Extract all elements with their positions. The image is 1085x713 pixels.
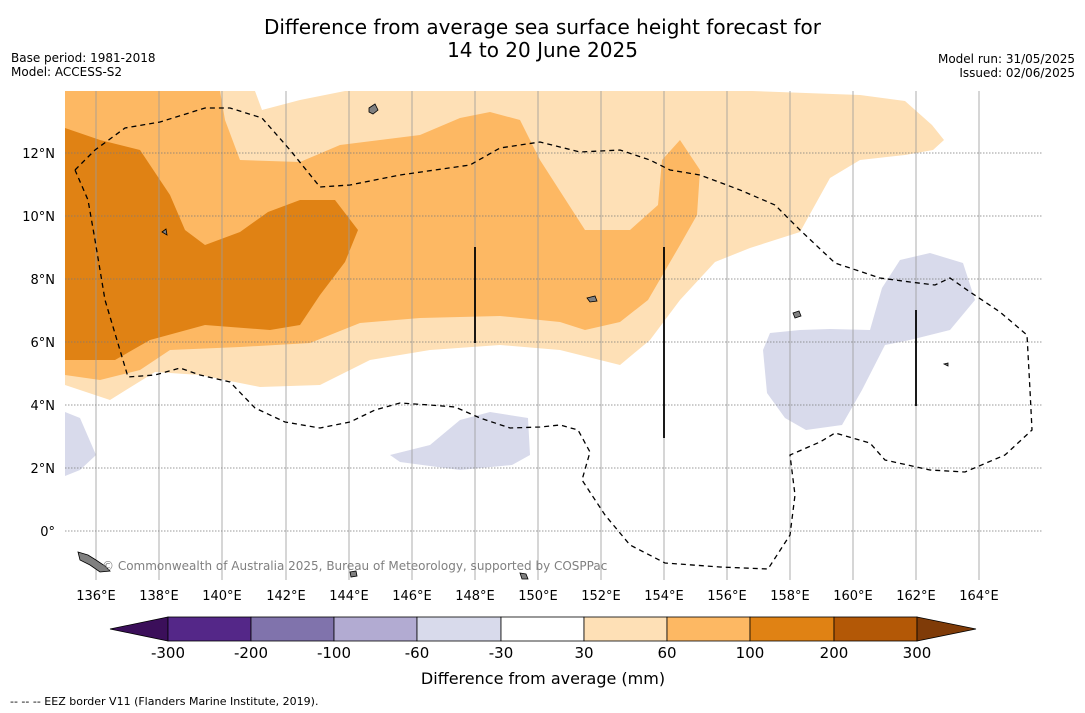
map-title-line2: 14 to 20 June 2025 — [447, 38, 638, 62]
colorbar-tick-label: -300 — [151, 644, 185, 662]
map-title-line1: Difference from average sea surface heig… — [263, 15, 822, 39]
lon-label: 136°E — [76, 589, 116, 604]
colorbar-tick-label: -60 — [405, 644, 430, 662]
model-run: Model run: 31/05/2025 — [937, 52, 1075, 66]
colorbar-tick-label: -30 — [489, 644, 514, 662]
lat-label: 4°N — [31, 399, 56, 414]
lon-label: 150°E — [518, 589, 558, 604]
colorbar: -300 -200 -100 -60 -30 30 60 100 200 300… — [109, 616, 977, 688]
model-name: Model: ACCESS-S2 — [11, 65, 123, 79]
lon-label: 138°E — [139, 589, 179, 604]
colorbar-title: Difference from average (mm) — [421, 669, 665, 688]
lon-label: 142°E — [266, 589, 306, 604]
lon-label: 158°E — [770, 589, 810, 604]
lon-label: 164°E — [959, 589, 999, 604]
lon-label: 146°E — [392, 589, 432, 604]
colorbar-segment — [167, 616, 252, 642]
colorbar-segment — [666, 616, 751, 642]
colorbar-segment — [333, 616, 418, 642]
lon-label: 152°E — [581, 589, 621, 604]
lon-label: 148°E — [455, 589, 495, 604]
colorbar-tick-label: 100 — [736, 644, 765, 662]
issued-date: Issued: 02/06/2025 — [959, 66, 1075, 80]
colorbar-segment — [833, 616, 918, 642]
anomaly-neg30-neg60-region-east — [763, 253, 975, 430]
lat-label: 6°N — [31, 336, 56, 351]
colorbar-tick-label: 30 — [574, 644, 593, 662]
colorbar-segment — [250, 616, 335, 642]
lon-label: 162°E — [896, 589, 936, 604]
copyright-notice: © Commonwealth of Australia 2025, Bureau… — [102, 559, 607, 573]
lon-label: 156°E — [707, 589, 747, 604]
colorbar-under-arrow — [109, 616, 169, 642]
boundary-lines — [474, 247, 917, 438]
lon-label: 144°E — [329, 589, 369, 604]
lat-label: 8°N — [31, 273, 56, 288]
colorbar-tick-label: -100 — [317, 644, 351, 662]
anomaly-100-200-region — [65, 128, 358, 360]
colorbar-over-arrow — [916, 616, 977, 642]
lat-labels: 12°N 10°N 8°N 6°N 4°N 2°N 0° — [22, 147, 55, 540]
lon-label: 140°E — [202, 589, 242, 604]
colorbar-tick-label: -200 — [234, 644, 268, 662]
map-area — [65, 91, 1042, 580]
lat-label: 12°N — [22, 147, 55, 162]
lat-label: 10°N — [22, 210, 55, 225]
eez-border — [74, 107, 1033, 570]
colorbar-tick-label: 200 — [820, 644, 849, 662]
lon-label: 154°E — [644, 589, 684, 604]
lon-label: 160°E — [833, 589, 873, 604]
islands — [77, 103, 949, 580]
base-period: Base period: 1981-2018 — [11, 51, 156, 65]
colorbar-segment — [416, 616, 502, 642]
lat-label: 2°N — [31, 462, 56, 477]
eez-legend-note: -- -- -- EEZ border V11 (Flanders Marine… — [10, 695, 319, 708]
parallels — [65, 152, 1042, 532]
anomaly-neg30-neg60-region-central — [390, 412, 530, 470]
lat-label: 0° — [40, 525, 55, 540]
colorbar-segment — [749, 616, 835, 642]
colorbar-segment — [583, 616, 668, 642]
colorbar-tick-label: 60 — [657, 644, 676, 662]
lon-labels: 136°E 138°E 140°E 142°E 144°E 146°E 148°… — [76, 589, 999, 604]
colorbar-segment — [500, 616, 585, 642]
colorbar-tick-label: 300 — [903, 644, 932, 662]
anomaly-neg30-neg60-region-west — [65, 412, 96, 476]
